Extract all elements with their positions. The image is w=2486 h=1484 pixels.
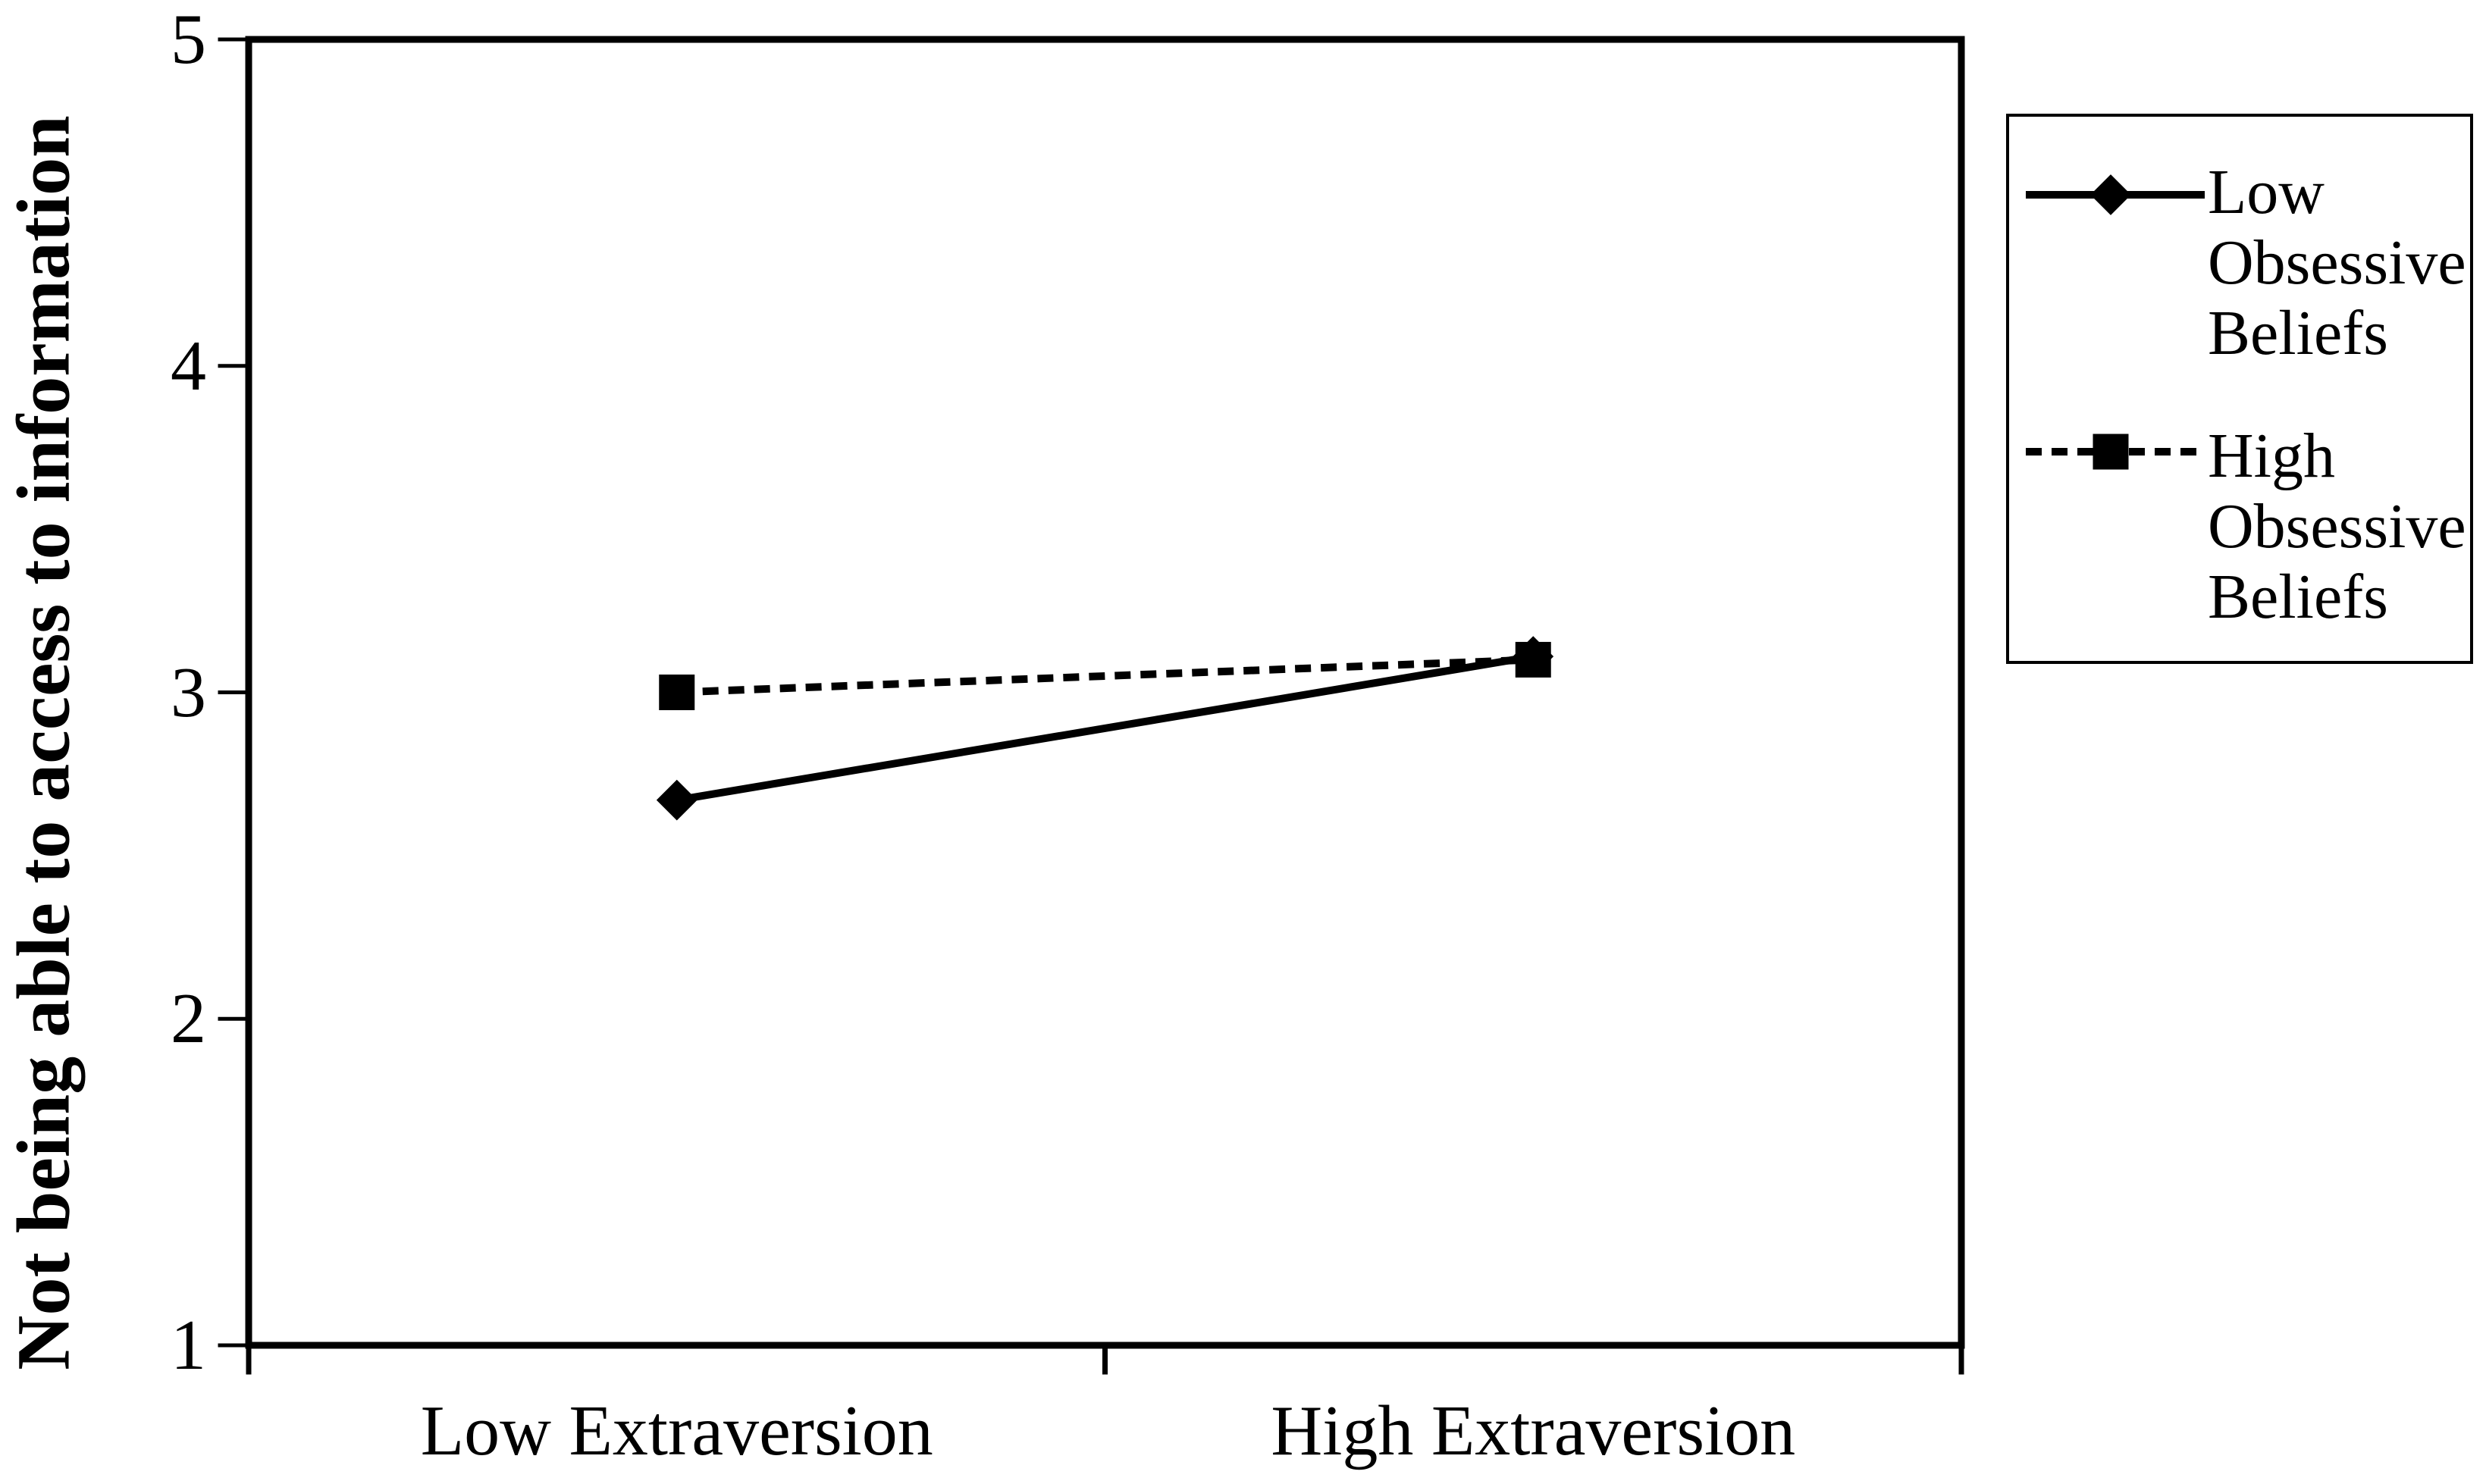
y-tick-label-2: 2: [171, 979, 206, 1059]
legend-label-low-obsessive: Low Obsessive Beliefs: [2208, 157, 2466, 368]
y-tick-label-4: 4: [171, 326, 206, 405]
y-tick-label-3: 3: [171, 653, 206, 732]
legend-label-high-obsessive: High Obsessive Beliefs: [2208, 421, 2466, 632]
legend-box: Low Obsessive Beliefs High Obsessive Bel…: [2006, 114, 2473, 664]
y-tick-label-5: 5: [171, 0, 206, 79]
x-category-label-low-extraversion: Low Extraversion: [420, 1392, 933, 1470]
dashed-line-square-marker-icon: [2026, 434, 2205, 470]
y-tick-label-1: 1: [171, 1306, 206, 1385]
x-category-label-high-extraversion: High Extraversion: [1271, 1392, 1796, 1470]
solid-line-diamond-marker-icon: [2026, 174, 2205, 215]
